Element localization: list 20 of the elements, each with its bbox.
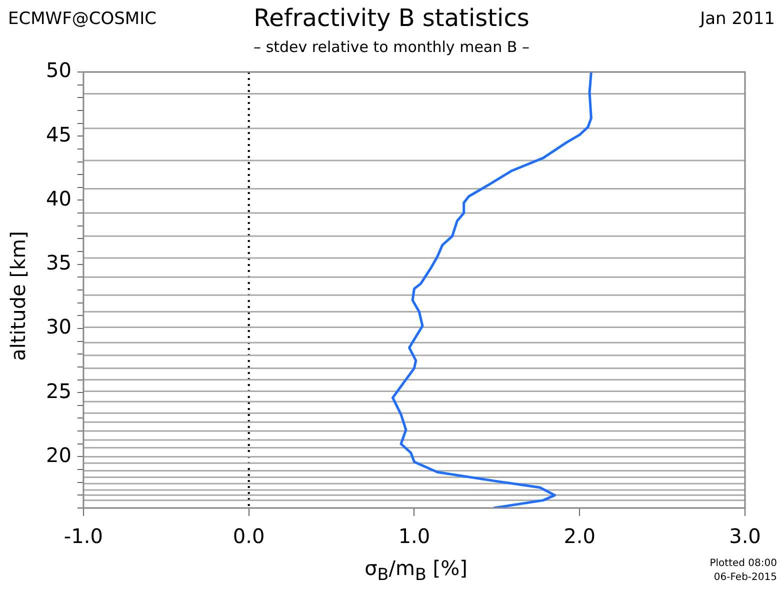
y-tick-label: 50 — [46, 58, 72, 82]
chart-subtitle: – stdev relative to monthly mean B – — [252, 38, 530, 56]
text: 06-Feb-2015 — [714, 572, 777, 583]
text: ECMWF@COSMIC — [8, 9, 156, 29]
x-tick-label: -1.0 — [64, 524, 103, 548]
x-tick-label: 1.0 — [398, 524, 430, 548]
text: Plotted 08:00 — [710, 558, 777, 569]
x-tick-label: 2.0 — [564, 524, 596, 548]
x-tick-label: 3.0 — [729, 524, 761, 548]
x-axis-title: σ$_{B}$/m$_{B}$ [%] — [364, 556, 468, 584]
text: Jan 2011 — [700, 9, 775, 29]
x-tick-label: 0.0 — [232, 524, 265, 548]
y-tick-label: 25 — [46, 378, 72, 403]
y-tick-label: 35 — [46, 250, 72, 275]
y-tick-label: 45 — [46, 122, 72, 146]
y-tick-label: 30 — [46, 314, 72, 339]
y-tick-label: 20 — [46, 442, 72, 467]
chart-title: Refractivity B statistics — [254, 4, 530, 32]
y-axis-title: altitude [km] — [6, 231, 30, 361]
y-tick-label: 40 — [46, 186, 72, 210]
